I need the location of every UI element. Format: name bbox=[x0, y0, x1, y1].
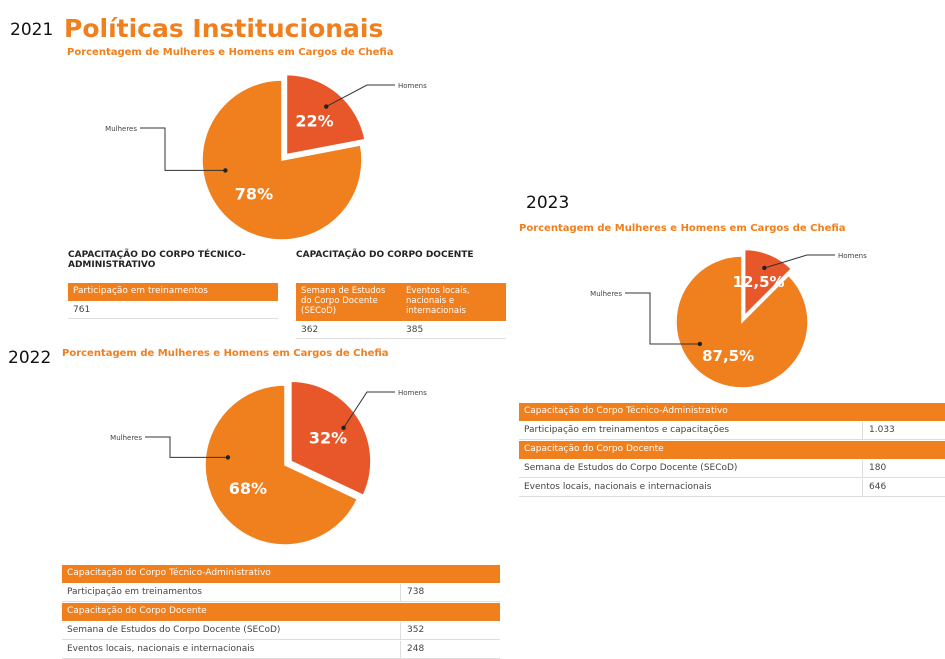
leader-line bbox=[343, 391, 395, 429]
year-label: 2021 bbox=[10, 20, 54, 40]
slice-value-label: 87,5% bbox=[702, 347, 754, 365]
slice-value-label: 78% bbox=[235, 185, 273, 204]
slice-value-label: 12,5% bbox=[733, 273, 785, 291]
leader-dot bbox=[225, 455, 231, 460]
table-value-cell: 352 bbox=[400, 622, 500, 640]
table-value-cell: 646 bbox=[862, 479, 945, 497]
leader-line bbox=[145, 436, 228, 458]
category-label: Homens bbox=[838, 252, 867, 260]
category-label: Mulheres bbox=[590, 290, 622, 298]
table-cell: 761 bbox=[68, 302, 278, 319]
leader-line bbox=[764, 254, 835, 269]
table-header-cell: Semana de Estudos do Corpo Docente (SECo… bbox=[296, 283, 401, 321]
slice-value-label: 68% bbox=[229, 479, 267, 498]
chart-subtitle: Porcentagem de Mulheres e Homens em Carg… bbox=[67, 47, 394, 58]
table-value-cell: 248 bbox=[400, 641, 500, 659]
table-cell: Eventos locais, nacionais e internaciona… bbox=[62, 641, 400, 659]
category-label: Mulheres bbox=[110, 434, 142, 442]
table-header-cell: Participação em treinamentos bbox=[68, 283, 278, 301]
table-section-heading: Capacitação do Corpo Técnico-Administrat… bbox=[62, 565, 500, 583]
table-cell: Participação em treinamentos bbox=[62, 584, 400, 602]
table-section-heading: Capacitação do Corpo Docente bbox=[519, 441, 945, 459]
table-cell: Participação em treinamentos e capacitaç… bbox=[519, 422, 862, 440]
pie-slice bbox=[201, 79, 363, 241]
table-cell: Semana de Estudos do Corpo Docente (SECo… bbox=[519, 460, 862, 478]
table-section-heading: Capacitação do Corpo Técnico-Administrat… bbox=[519, 403, 945, 421]
table-cell: 362 bbox=[296, 322, 401, 339]
pie-slice bbox=[675, 255, 809, 389]
pie-slice bbox=[285, 73, 366, 156]
table-value-cell: 180 bbox=[862, 460, 945, 478]
pie-slice bbox=[204, 384, 359, 546]
leader-dot bbox=[762, 265, 767, 271]
category-label: Homens bbox=[398, 82, 427, 90]
chart-subtitle: Porcentagem de Mulheres e Homens em Carg… bbox=[62, 348, 389, 359]
table-section-heading: Capacitação do Corpo Docente bbox=[62, 603, 500, 621]
leader-dot bbox=[324, 104, 329, 109]
table-cell: Eventos locais, nacionais e internaciona… bbox=[519, 479, 862, 497]
leader-dot bbox=[341, 425, 346, 431]
pie-slice bbox=[290, 380, 372, 497]
table-value-cell: 738 bbox=[400, 584, 500, 602]
pie-slice bbox=[743, 248, 793, 318]
table-heading: CAPACITAÇÃO DO CORPO DOCENTE bbox=[296, 250, 474, 260]
table-value-cell: 1.033 bbox=[862, 422, 945, 440]
table-heading: CAPACITAÇÃO DO CORPO TÉCNICO-ADMINISTRAT… bbox=[68, 250, 246, 270]
chart-subtitle: Porcentagem de Mulheres e Homens em Carg… bbox=[519, 223, 846, 234]
table-cell: 385 bbox=[401, 322, 506, 339]
leader-dot bbox=[697, 341, 703, 347]
year-label: 2023 bbox=[526, 193, 570, 213]
category-label: Homens bbox=[398, 389, 427, 397]
slice-value-label: 22% bbox=[295, 111, 333, 130]
table-cell: Semana de Estudos do Corpo Docente (SECo… bbox=[62, 622, 400, 640]
table-header-cell: Eventos locais, nacionais e internaciona… bbox=[401, 283, 506, 321]
page-title: Políticas Institucionais bbox=[64, 14, 384, 43]
category-label: Mulheres bbox=[105, 125, 137, 133]
slice-value-label: 32% bbox=[309, 428, 347, 447]
leader-line bbox=[326, 84, 395, 107]
leader-line bbox=[625, 292, 700, 345]
year-label: 2022 bbox=[8, 348, 52, 368]
leader-line bbox=[140, 127, 226, 171]
leader-dot bbox=[223, 168, 228, 173]
